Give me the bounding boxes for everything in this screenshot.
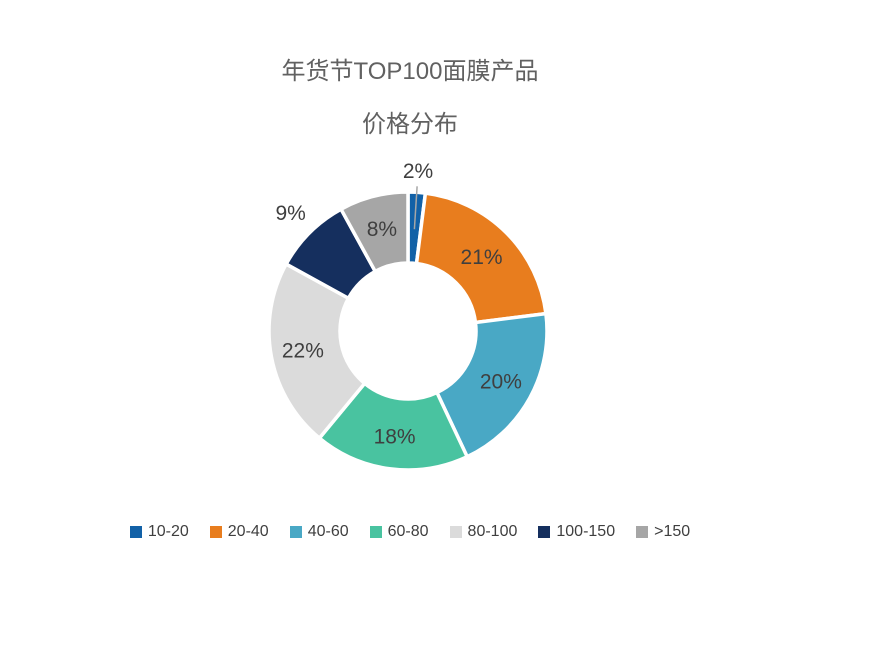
legend-label-10-20: 10-20 bbox=[147, 523, 189, 540]
legend-label->150: >150 bbox=[654, 523, 691, 540]
pie-slice->150 bbox=[339, 190, 410, 274]
chart-title-line1: 年货节TOP100面膜产品 bbox=[281, 58, 539, 85]
pct-label->150: 8% bbox=[367, 218, 397, 241]
legend-label-40-60: 40-60 bbox=[307, 523, 349, 540]
legend-swatch-10-20 bbox=[129, 526, 142, 538]
legend-item-40-60: 40-60 bbox=[289, 523, 349, 541]
pct-label-60-80: 18% bbox=[374, 426, 416, 449]
pct-label-40-60: 20% bbox=[480, 371, 522, 394]
legend-item-20-40: 20-40 bbox=[209, 523, 269, 541]
legend-item-10-20: 10-20 bbox=[129, 523, 189, 541]
leader-line-10-20 bbox=[413, 186, 418, 230]
chart-title: 年货节TOP100面膜产品 价格分布 bbox=[0, 45, 820, 151]
pct-label-80-100: 22% bbox=[282, 340, 324, 363]
legend-item-60-80: 60-80 bbox=[369, 523, 429, 541]
legend-swatch-80-100 bbox=[449, 526, 462, 538]
chart-title-line2: 价格分布 bbox=[362, 111, 458, 138]
pct-label-10-20: 2% bbox=[403, 160, 433, 183]
legend-label-60-80: 60-80 bbox=[387, 523, 429, 540]
legend-item-100-150: 100-150 bbox=[538, 523, 615, 541]
pct-label-20-40: 21% bbox=[461, 246, 503, 269]
legend-swatch-100-150 bbox=[538, 526, 551, 538]
legend-swatch->150 bbox=[636, 526, 649, 538]
legend-label-100-150: 100-150 bbox=[556, 523, 616, 540]
legend-swatch-60-80 bbox=[369, 526, 382, 538]
legend-swatch-20-40 bbox=[209, 526, 222, 538]
legend-item-80-100: 80-100 bbox=[449, 523, 518, 541]
pct-label-100-150: 9% bbox=[275, 202, 305, 225]
pie-slice-80-100 bbox=[267, 262, 367, 440]
pie-slice-20-40 bbox=[414, 191, 548, 325]
legend-label-20-40: 20-40 bbox=[227, 523, 269, 540]
legend-label-80-100: 80-100 bbox=[467, 523, 518, 540]
legend-swatch-40-60 bbox=[289, 526, 302, 538]
pie-slice-40-60 bbox=[435, 311, 549, 459]
legend-item->150: >150 bbox=[636, 523, 690, 541]
pie-slice-60-80 bbox=[317, 381, 469, 472]
chart-legend: 10-20 20-40 40-60 60-80 80-100 100-150 >150 bbox=[0, 523, 820, 541]
